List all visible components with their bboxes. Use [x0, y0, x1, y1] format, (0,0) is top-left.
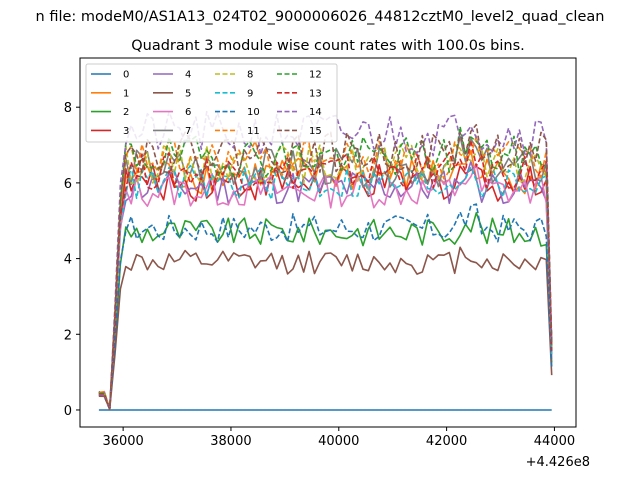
legend-label-8: 8 — [247, 70, 253, 81]
legend-label-4: 4 — [185, 70, 191, 81]
legend-label-0: 0 — [123, 70, 129, 81]
y-tick-label: 2 — [64, 328, 72, 343]
x-tick-label: 44000 — [534, 434, 575, 449]
legend-label-14: 14 — [309, 107, 322, 118]
series-line-5 — [98, 246, 553, 410]
y-tick-label: 8 — [64, 101, 72, 116]
x-tick-label: 42000 — [426, 434, 467, 449]
plot-area — [98, 110, 553, 411]
series-line-13 — [98, 139, 553, 410]
legend-label-15: 15 — [309, 126, 322, 137]
x-tick-label: 36000 — [102, 434, 143, 449]
axis-ticks: 36000 38000 40000 42000 44000 0 2 4 6 8 — [64, 101, 575, 449]
legend-label-7: 7 — [185, 126, 191, 137]
legend-label-12: 12 — [309, 70, 322, 81]
x-tick-label: 38000 — [210, 434, 251, 449]
legend-label-1: 1 — [123, 88, 129, 99]
y-tick-label: 6 — [64, 177, 72, 192]
y-tick-label: 0 — [64, 404, 72, 419]
legend-label-9: 9 — [247, 88, 253, 99]
series-line-9 — [98, 164, 553, 410]
x-tick-label: 40000 — [318, 434, 359, 449]
figure-suptitle: n file: modeM0/AS1A13_024T02_9000006026_… — [36, 9, 605, 25]
legend-box — [85, 63, 338, 143]
legend-label-5: 5 — [185, 88, 191, 99]
legend-label-3: 3 — [123, 126, 129, 137]
legend-label-2: 2 — [123, 107, 129, 118]
legend-label-11: 11 — [247, 126, 260, 137]
series-line-2 — [98, 212, 553, 410]
legend-label-6: 6 — [185, 107, 191, 118]
y-tick-label: 4 — [64, 253, 72, 268]
axes-frame — [79, 57, 577, 428]
series-line-12 — [98, 125, 553, 410]
x-offset-label: +4.426e8 — [526, 455, 590, 470]
legend-label-13: 13 — [309, 88, 322, 99]
axes-title: Quadrant 3 module wise count rates with … — [131, 38, 525, 54]
legend-label-10: 10 — [247, 107, 260, 118]
series-line-10 — [98, 203, 553, 410]
